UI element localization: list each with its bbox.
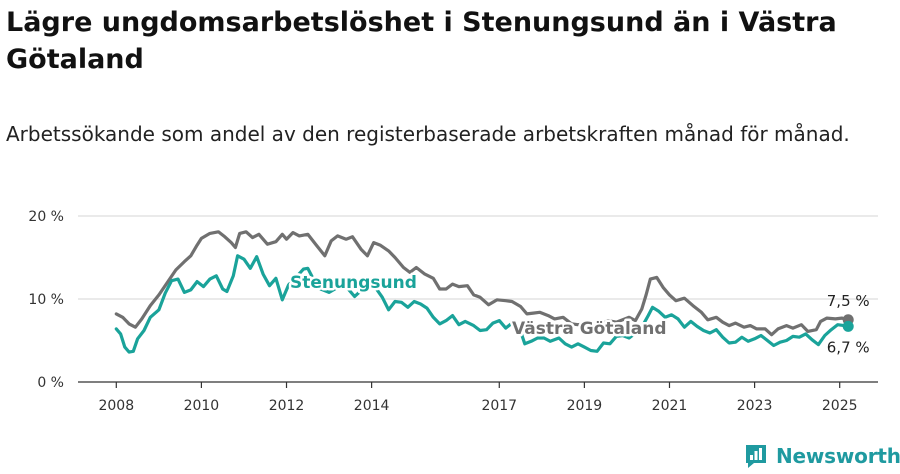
brand-logo: Newsworthy	[744, 441, 900, 471]
x-tick-label: 2017	[481, 398, 517, 414]
x-tick-label: 2019	[567, 398, 603, 414]
end-value-label: 6,7 %	[827, 338, 870, 356]
chart-subtitle: Arbetssökande som andel av den registerb…	[6, 122, 850, 146]
series-label: Västra Götaland	[512, 319, 667, 339]
end-value-label: 7,5 %	[827, 292, 870, 310]
x-tick-label: 2023	[737, 398, 773, 414]
newsworthy-logo-icon	[746, 445, 766, 468]
end-point-stenungsund	[842, 320, 854, 332]
x-tick-label: 2025	[822, 398, 858, 414]
x-tick-label: 2012	[269, 398, 305, 414]
series-label: Stenungsund	[290, 273, 417, 293]
series-line-stenungsund	[114, 254, 850, 354]
x-tick-label: 2008	[98, 398, 134, 414]
y-tick-label: 0 %	[37, 375, 64, 391]
x-tick-label: 2014	[354, 398, 390, 414]
y-tick-label: 20 %	[28, 209, 64, 225]
series-line-vastra-gotaland	[114, 230, 850, 337]
chart-title: Lägre ungdomsarbetslöshet i Stenungsund …	[6, 7, 837, 75]
x-tick-label: 2021	[652, 398, 688, 414]
x-tick-label: 2010	[184, 398, 220, 414]
y-tick-label: 10 %	[28, 292, 64, 308]
brand-name: Newsworthy	[776, 444, 900, 468]
